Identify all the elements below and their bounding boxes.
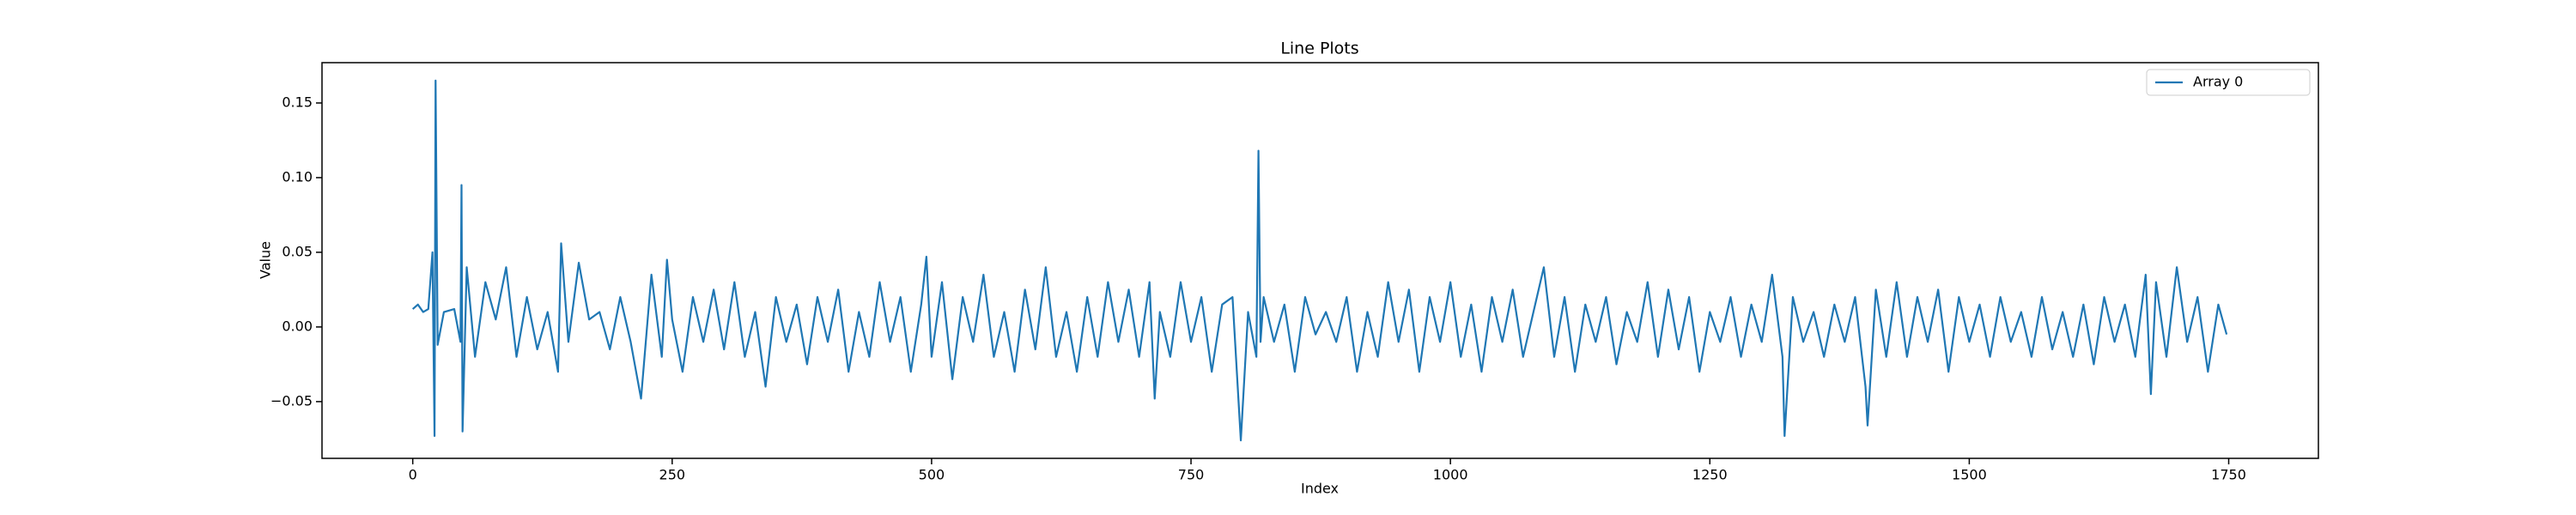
x-tick-label: 1750 (2211, 467, 2246, 483)
x-tick-label: 0 (409, 467, 417, 483)
x-tick-label: 1250 (1692, 467, 1728, 483)
data-line (411, 79, 2228, 442)
y-tick-label: 0.15 (282, 94, 313, 110)
y-tick-label: 0.00 (282, 318, 313, 334)
plot-frame (321, 62, 2319, 459)
x-tick-label: 500 (919, 467, 945, 483)
legend-box (2146, 69, 2311, 96)
legend-label: Array 0 (2193, 74, 2243, 90)
x-axis-label: Index (1301, 481, 1339, 497)
x-tick-label: 250 (659, 467, 686, 483)
y-tick-label: −0.05 (270, 392, 313, 409)
y-axis-label: Value (258, 241, 274, 279)
x-tick-label: 1500 (1952, 467, 1987, 483)
x-tick-label: 750 (1178, 467, 1205, 483)
y-tick-label: 0.05 (282, 243, 313, 259)
x-tick-label: 1000 (1433, 467, 1468, 483)
y-tick-label: 0.10 (282, 168, 313, 185)
chart-title: Line Plots (1280, 39, 1358, 58)
